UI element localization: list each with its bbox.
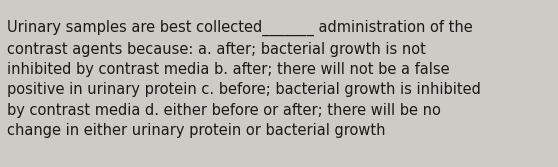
Text: Urinary samples are best collected_______ administration of the
contrast agents : Urinary samples are best collected______… — [7, 20, 480, 138]
